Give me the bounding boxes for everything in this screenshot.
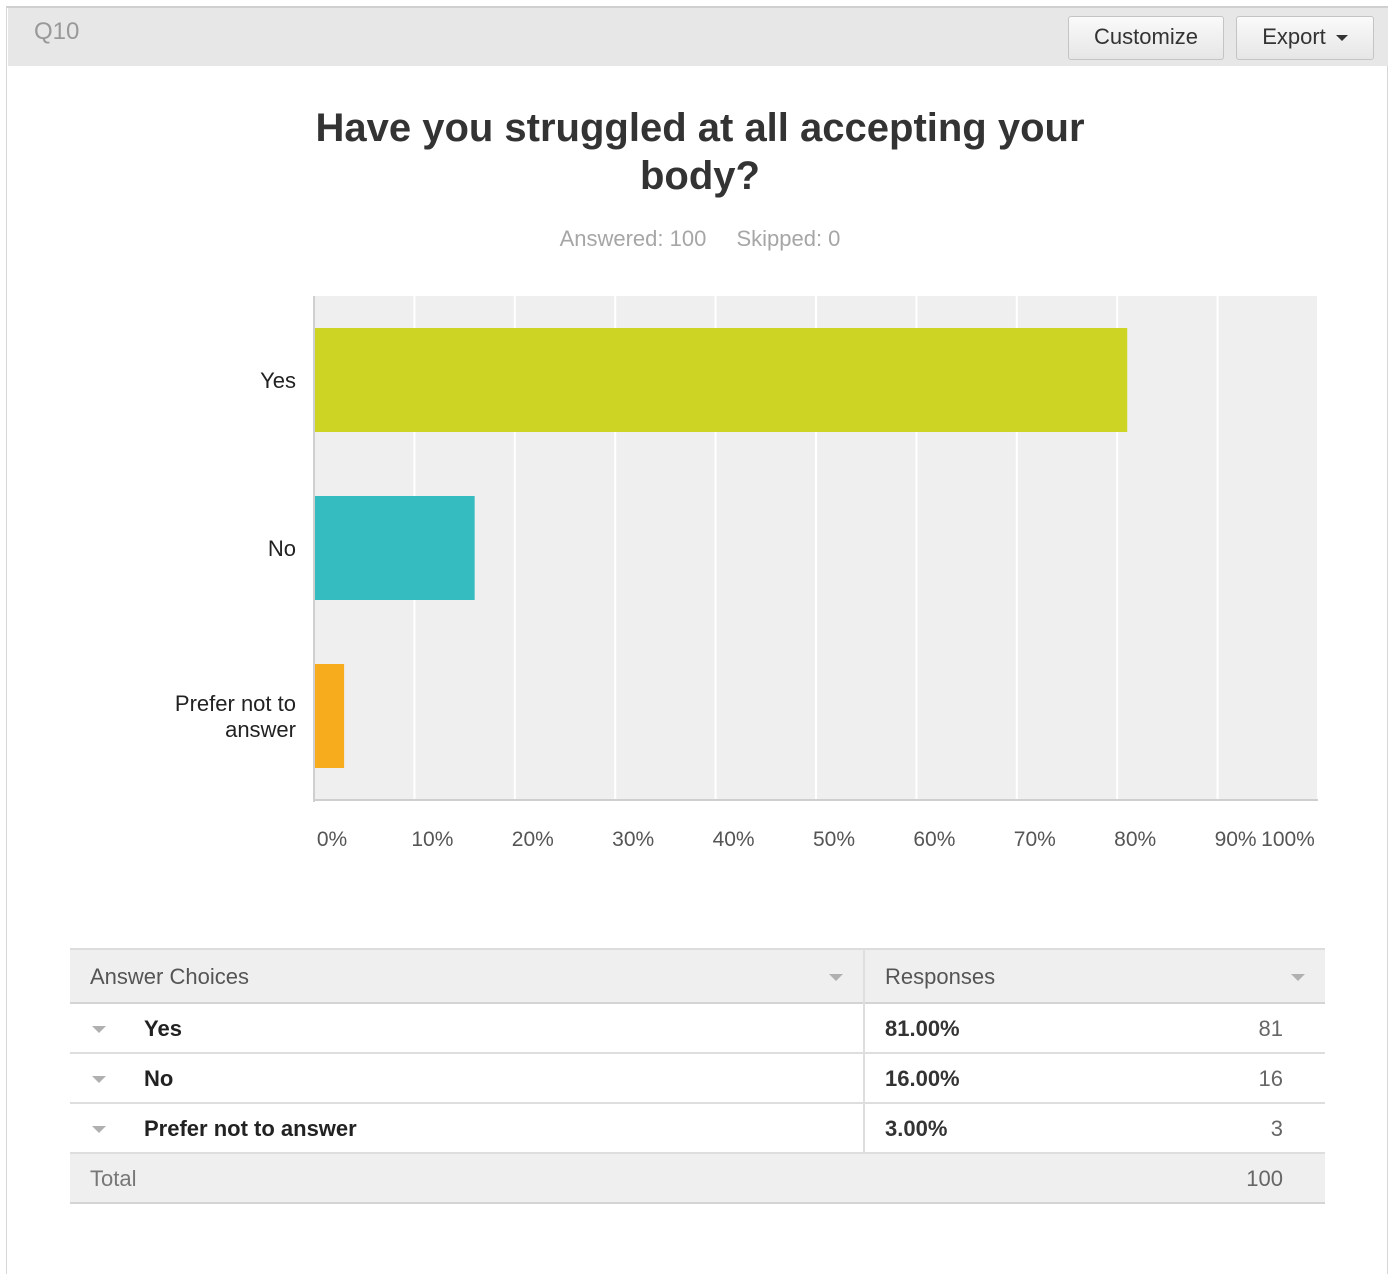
choice-cell: Prefer not to answer	[70, 1103, 865, 1153]
total-row: Total 100	[70, 1153, 1325, 1203]
table-header-row: Answer Choices Responses	[70, 949, 1325, 1003]
bar	[315, 328, 1128, 432]
response-percent: 81.00%	[885, 1016, 960, 1041]
y-category-label: No	[268, 536, 296, 561]
x-tick-label: 0%	[317, 828, 347, 851]
table-row: Yes 81.00% 81	[70, 1003, 1325, 1053]
expand-caret-icon[interactable]	[92, 1126, 106, 1133]
x-tick-label: 20%	[512, 828, 554, 851]
choice-label: Prefer not to answer	[144, 1116, 357, 1141]
response-summary: Answered: 100 Skipped: 0	[400, 226, 1000, 252]
x-tick-label: 50%	[813, 828, 855, 851]
y-category-label: Prefer not to answer	[175, 691, 296, 742]
x-tick-label: 70%	[1014, 828, 1056, 851]
responses-header[interactable]: Responses	[864, 949, 1325, 1003]
question-header: Q10 Customize Export	[8, 8, 1388, 66]
export-label: Export	[1262, 24, 1326, 49]
responses-table: Answer Choices Responses Yes 81.00% 81 N…	[70, 948, 1325, 1204]
table-row: No 16.00% 16	[70, 1053, 1325, 1103]
x-tick-label: 40%	[713, 828, 755, 851]
x-tick-label: 30%	[612, 828, 654, 851]
response-count: 3	[1270, 1116, 1283, 1141]
table-row: Prefer not to answer 3.00% 3	[70, 1103, 1325, 1153]
choice-cell: Yes	[70, 1003, 865, 1053]
sort-caret-icon[interactable]	[1291, 974, 1305, 981]
x-tick-label: 90%	[1215, 828, 1257, 851]
customize-button[interactable]: Customize	[1068, 16, 1224, 60]
answered-count: Answered: 100	[559, 226, 707, 251]
response-percent: 3.00%	[885, 1116, 948, 1141]
sort-caret-icon[interactable]	[829, 974, 843, 981]
expand-caret-icon[interactable]	[92, 1076, 106, 1083]
response-percent: 16.00%	[885, 1066, 960, 1091]
response-cell: 81.00% 81	[864, 1003, 1325, 1053]
total-count: 100	[1246, 1166, 1283, 1191]
choice-label: Yes	[144, 1016, 182, 1041]
chart-title: Have you struggled at all accepting your…	[315, 106, 1085, 198]
response-count: 81	[1258, 1016, 1283, 1041]
x-tick-label: 80%	[1114, 828, 1156, 851]
total-cell: Total 100	[70, 1153, 1325, 1203]
answer-choices-header[interactable]: Answer Choices	[70, 949, 865, 1003]
chevron-down-icon	[1335, 35, 1348, 42]
bar-chart: 0% 10% 20% 30% 40% 50% 60% 70% 80% 90% 100% Yes No Pr…	[175, 296, 1319, 851]
responses-header-label: Responses	[885, 964, 996, 989]
expand-caret-icon[interactable]	[92, 1026, 106, 1033]
total-label: Total	[90, 1166, 137, 1191]
response-cell: 3.00% 3	[864, 1103, 1325, 1153]
x-tick-label: 60%	[913, 828, 955, 851]
choice-cell: No	[70, 1053, 865, 1103]
bar	[315, 664, 345, 768]
question-number: Q10	[34, 18, 80, 45]
choice-label: No	[144, 1066, 174, 1091]
x-tick-label: 100%	[1261, 828, 1315, 851]
skipped-count: Skipped: 0	[736, 226, 841, 251]
y-category-label: Yes	[260, 368, 296, 393]
response-count: 16	[1258, 1066, 1283, 1091]
response-cell: 16.00% 16	[864, 1053, 1325, 1103]
export-button[interactable]: Export	[1236, 16, 1374, 60]
bar	[315, 496, 475, 600]
answer-choices-header-label: Answer Choices	[90, 964, 249, 989]
customize-label: Customize	[1094, 24, 1198, 49]
x-tick-label: 10%	[411, 828, 453, 851]
question-panel	[6, 6, 1388, 1274]
